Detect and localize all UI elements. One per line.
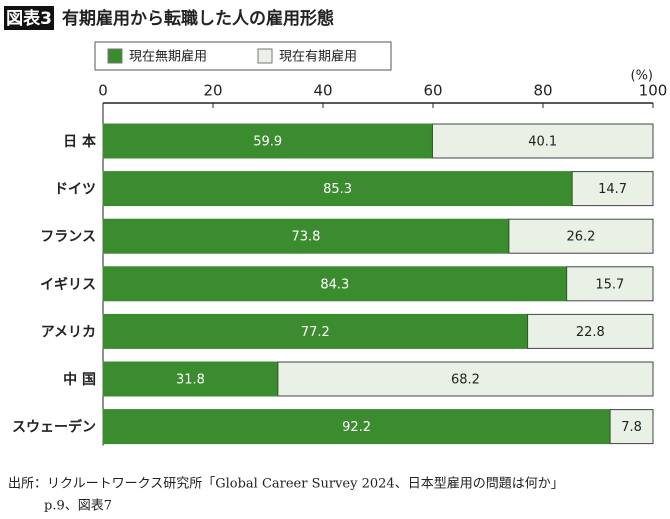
y-tick-label: イギリス [40,276,96,293]
x-tick-label: 20 [203,82,222,100]
value-label: 73.8 [291,230,320,245]
x-tick-label: 80 [533,82,552,100]
bar [571,171,654,207]
source: p.9、図表7 [44,499,112,514]
value-label: 15.7 [595,277,624,292]
value-label: 77.2 [301,325,330,340]
bar [609,409,654,445]
x-tick-label: 0 [98,82,108,100]
bar [102,313,529,349]
bar [102,266,568,302]
value-label: 40.1 [528,135,557,150]
value-label: 22.8 [576,325,605,340]
x-tick-label: 40 [313,82,332,100]
y-tick-label: フランス [40,229,96,245]
value-label: 84.3 [320,277,349,292]
legend-label: 現在無期雇用 [129,49,207,65]
legend [94,41,392,71]
value-label: 14.7 [598,182,627,197]
bar [277,361,654,397]
x-tick-label: 100 [639,82,668,100]
figure-label-box [4,6,54,30]
bar [566,266,654,302]
bar [102,361,279,397]
legend-label: 現在有期雇用 [279,49,357,65]
bar [527,313,654,349]
x-tick-label: 60 [423,82,442,100]
unit-label: (%) [631,69,654,84]
legend-swatch [107,48,123,64]
bar [102,123,433,159]
source: 出所：リクルートワークス研究所「Global Career Survey 202… [8,476,564,492]
figure-label: 図表3 [6,8,52,29]
y-tick-label: ドイツ [54,182,96,198]
bar [102,171,573,207]
y-tick-label: 中 国 [63,371,96,388]
value-label: 68.2 [451,373,480,388]
y-tick-label: アメリカ [41,324,96,340]
value-label: 59.9 [253,135,282,150]
value-label: 26.2 [566,230,595,245]
bar [508,218,654,254]
y-tick-label: スウェーデン [12,419,96,436]
value-label: 31.8 [176,373,205,388]
y-tick-label: 日 本 [63,133,97,150]
value-label: 92.2 [342,420,371,435]
value-label: 85.3 [323,182,352,197]
legend-swatch [257,48,273,64]
value-label: 7.8 [621,420,642,435]
chart-title: 有期雇用から転職した人の雇用形態 [62,8,334,29]
bar [431,123,654,159]
